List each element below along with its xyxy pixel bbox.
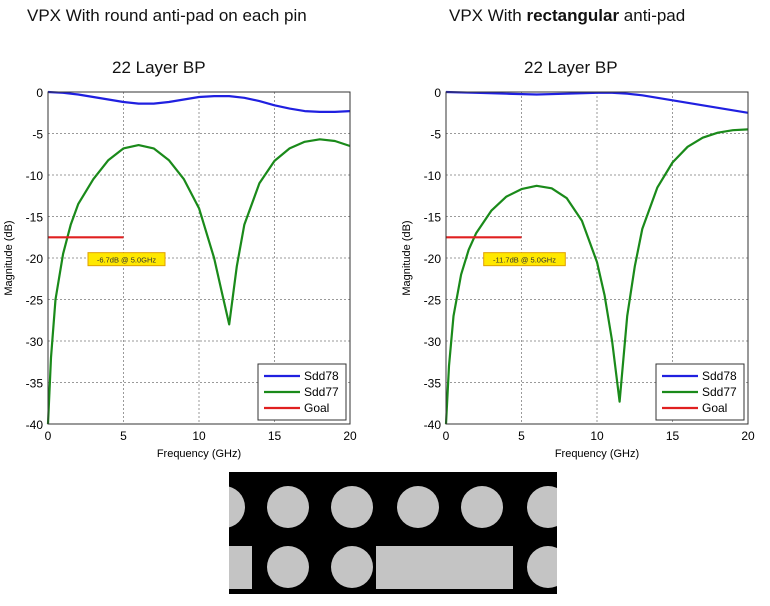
round-anti-pad: [527, 486, 557, 528]
anti-pad-layout-image: [229, 472, 557, 594]
y-tick-label: -30: [424, 335, 442, 349]
x-axis-label: Frequency (GHz): [555, 448, 639, 460]
axes-frame: [47, 91, 351, 425]
round-anti-pad: [229, 486, 245, 528]
right-title-suffix: anti-pad: [619, 6, 686, 25]
legend-label: Goal: [702, 401, 727, 415]
legend-label: Sdd78: [304, 369, 339, 383]
right-panel-title: VPX With rectangular anti-pad: [449, 6, 685, 26]
y-tick-label: -35: [26, 377, 44, 391]
y-tick-label: -20: [26, 252, 44, 266]
left-chart: 0-5-10-15-20-25-30-35-400 5 10 15 20-6.7dB @…: [3, 86, 357, 460]
x-tick-label: 5: [518, 429, 525, 443]
legend: Sdd78 Sdd77 Goal: [257, 363, 347, 421]
x-tick-label: 15: [666, 429, 680, 443]
round-anti-pad: [397, 486, 439, 528]
round-anti-pad: [461, 486, 503, 528]
data-tip-label: -6.7dB @ 5.0GHz: [97, 256, 157, 265]
x-tick-label: 0: [45, 429, 52, 443]
x-tick-label: 10: [590, 429, 604, 443]
series-sdd77: [444, 128, 749, 425]
y-axis-label: Magnitude (dB): [401, 220, 413, 295]
rectangular-anti-pad: [376, 546, 513, 589]
x-tick-label: 15: [268, 429, 282, 443]
round-anti-pad: [331, 546, 373, 588]
x-tick-label: 20: [343, 429, 357, 443]
y-tick-label: -10: [424, 169, 442, 183]
y-tick-label: -30: [26, 335, 44, 349]
legend-label: Goal: [304, 401, 329, 415]
round-anti-pad: [527, 546, 557, 588]
right-title-prefix: VPX With: [449, 6, 527, 25]
left-chart-title: 22 Layer BP: [112, 58, 206, 77]
round-anti-pad: [267, 546, 309, 588]
legend: Sdd78 Sdd77 Goal: [655, 363, 745, 421]
data-tip-box: [483, 252, 566, 267]
y-tick-label: -25: [424, 294, 442, 308]
round-anti-pad: [331, 486, 373, 528]
right-chart: 0-5-10-15-20-25-30-35-400 5 10 15 20-11.7dB …: [401, 86, 755, 460]
y-tick-label: -25: [26, 294, 44, 308]
x-tick-label: 10: [192, 429, 206, 443]
y-tick-label: -10: [26, 169, 44, 183]
round-anti-pad: [267, 486, 309, 528]
y-tick-label: -5: [32, 128, 43, 142]
legend-label: Sdd77: [702, 385, 737, 399]
y-tick-label: -40: [424, 418, 442, 432]
x-tick-label: 20: [741, 429, 755, 443]
legend-label: Sdd77: [304, 385, 339, 399]
right-title-bold: rectangular: [526, 6, 620, 25]
series-sdd78: [47, 90, 351, 113]
pad-layout-svg: [229, 486, 557, 589]
x-tick-label: 5: [120, 429, 127, 443]
left-panel-title: VPX With round anti-pad on each pin: [27, 6, 307, 25]
y-tick-label: -15: [424, 211, 442, 225]
series-sdd78: [445, 90, 749, 114]
y-tick-label: -35: [424, 377, 442, 391]
y-axis-label: Magnitude (dB): [3, 220, 15, 295]
x-tick-label: 0: [443, 429, 450, 443]
series-sdd77: [46, 138, 351, 425]
x-axis-label: Frequency (GHz): [157, 448, 241, 460]
axes-frame: [445, 91, 749, 425]
y-tick-label: 0: [434, 86, 441, 100]
y-tick-label: -15: [26, 211, 44, 225]
y-tick-label: 0: [36, 86, 43, 100]
y-tick-label: -20: [424, 252, 442, 266]
data-tip-label: -11.7dB @ 5.0GHz: [493, 256, 556, 265]
y-tick-label: -40: [26, 418, 44, 432]
legend-label: Sdd78: [702, 369, 737, 383]
right-chart-title: 22 Layer BP: [524, 58, 618, 77]
data-tip-box: [87, 252, 166, 267]
y-tick-label: -5: [430, 128, 441, 142]
rectangular-anti-pad: [229, 546, 252, 589]
